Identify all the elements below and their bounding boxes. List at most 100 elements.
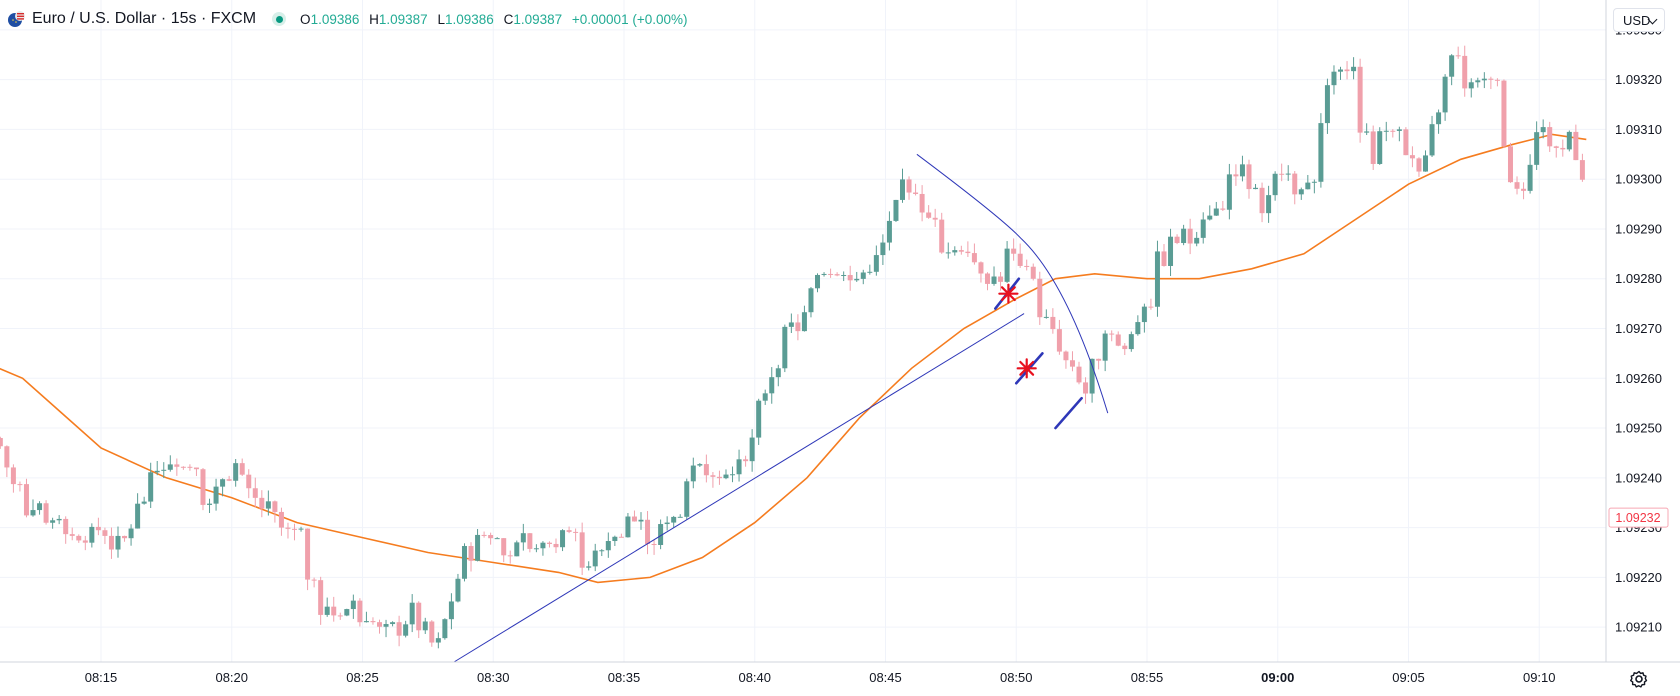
- market-status-icon[interactable]: [272, 12, 287, 26]
- candle-down: [17, 484, 23, 486]
- time-tick-label: 08:20: [215, 670, 248, 685]
- candle-up: [50, 520, 56, 523]
- candle-up: [860, 272, 866, 279]
- time-tick-label: 08:35: [608, 670, 641, 685]
- candle-up: [390, 622, 396, 625]
- candle-up: [560, 530, 566, 548]
- candle-down: [1579, 160, 1585, 180]
- candle-down: [1030, 266, 1036, 279]
- candle-up: [455, 578, 461, 602]
- candle-up: [207, 503, 213, 505]
- candle-down: [187, 466, 193, 468]
- candle-up: [671, 516, 677, 523]
- candle-up: [788, 322, 794, 327]
- candle-down: [1357, 66, 1363, 133]
- symbol-title[interactable]: Euro / U.S. Dollar · 15s · FXCM: [32, 10, 257, 27]
- candle-down: [305, 528, 311, 580]
- candle-up: [815, 274, 821, 289]
- candle-up: [821, 273, 827, 275]
- price-tick-label: 1.09320: [1615, 72, 1662, 87]
- gear-icon[interactable]: [1628, 668, 1650, 690]
- candle-up: [383, 624, 389, 627]
- price-tick-label: 1.09220: [1615, 570, 1662, 585]
- candle-up: [1266, 195, 1272, 214]
- candle-up: [1468, 82, 1474, 89]
- time-tick-label: 08:50: [1000, 670, 1033, 685]
- candle-down: [1573, 131, 1579, 161]
- candle-down: [743, 459, 749, 462]
- candle-down: [1292, 173, 1298, 195]
- candle-up: [1089, 358, 1095, 394]
- candle-up: [461, 546, 467, 579]
- candle-down: [285, 527, 291, 529]
- candle-down: [76, 535, 82, 541]
- candle-down: [507, 555, 513, 557]
- candle-down: [1083, 382, 1089, 394]
- candle-down: [108, 535, 114, 550]
- candle-up: [677, 516, 683, 518]
- currency-dropdown[interactable]: USD: [1613, 8, 1665, 32]
- candle-down: [1547, 127, 1553, 147]
- candle-up: [350, 600, 356, 610]
- candle-up: [723, 474, 729, 479]
- time-tick-label: 09:00: [1261, 670, 1294, 685]
- candle-down: [337, 615, 343, 617]
- candle-down: [43, 503, 49, 523]
- price-tick-label: 1.09270: [1615, 321, 1662, 336]
- time-tick-label: 09:05: [1392, 670, 1425, 685]
- time-tick-labels: 08:15 08:20 08:25 08:30 08:35 08:40 08:45 08:50…: [85, 670, 1556, 685]
- candle-down: [939, 219, 945, 253]
- candle-down: [246, 474, 252, 489]
- candle-up: [1200, 219, 1206, 238]
- price-axis[interactable]: [1606, 0, 1680, 696]
- candle-down: [1344, 69, 1350, 72]
- candle-down: [0, 438, 3, 447]
- candle-down: [1403, 129, 1409, 156]
- candle-up: [1181, 228, 1187, 244]
- candle-up: [893, 199, 899, 221]
- candle-up: [37, 503, 43, 511]
- candle-down: [716, 476, 722, 479]
- candle-down: [272, 501, 278, 512]
- candle-up: [1422, 155, 1428, 172]
- candle-up: [769, 377, 775, 394]
- candle-up: [1298, 189, 1304, 195]
- candle-down: [913, 192, 919, 194]
- candle-up: [599, 550, 605, 552]
- candle-up: [1540, 127, 1546, 133]
- candle-up: [1351, 66, 1357, 72]
- candle-down: [82, 540, 88, 543]
- candle-up: [886, 220, 892, 243]
- candle-up: [298, 528, 304, 530]
- candle-down: [546, 542, 552, 544]
- candle-up: [494, 538, 500, 540]
- drawings-layer[interactable]: [453, 153, 1109, 663]
- candle-up: [1226, 174, 1232, 210]
- candle-down: [1161, 251, 1167, 266]
- price-tick-label: 1.09240: [1615, 470, 1662, 485]
- open-value: 1.09386: [310, 11, 360, 27]
- price-tick-label: 1.09290: [1615, 221, 1662, 236]
- candle-up: [612, 536, 618, 542]
- candle-up: [945, 252, 951, 254]
- candle-down: [174, 464, 180, 467]
- candle-up: [1475, 80, 1481, 83]
- candle-down: [919, 193, 925, 213]
- candle-down: [252, 488, 258, 498]
- candle-up: [161, 469, 167, 471]
- candle-down: [1390, 130, 1396, 132]
- candle-up: [1429, 124, 1435, 156]
- candle-up: [540, 542, 546, 549]
- candle-down: [1056, 329, 1062, 352]
- candle-up: [1383, 130, 1389, 132]
- candle-down: [1455, 55, 1461, 57]
- candle-up: [1318, 123, 1324, 182]
- candle-down: [1017, 253, 1023, 266]
- candle-up: [867, 271, 873, 273]
- candle-up: [409, 602, 415, 625]
- candle-down: [645, 519, 651, 544]
- short-line-drawing: [1054, 396, 1083, 430]
- candle-up: [1442, 76, 1448, 113]
- candle-up: [808, 288, 814, 313]
